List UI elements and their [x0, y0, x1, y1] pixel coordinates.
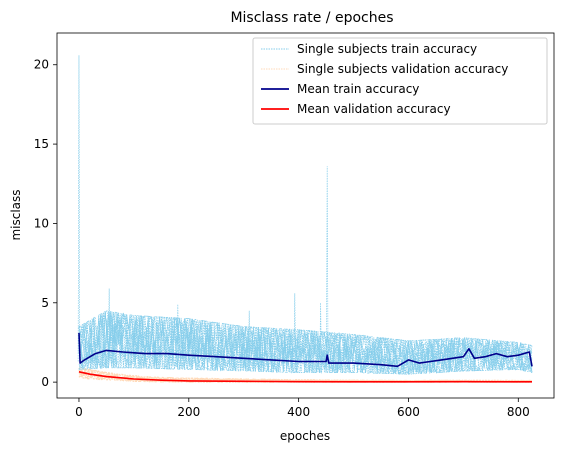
x-tick-label: 600: [397, 405, 420, 419]
train-subject-spike: [319, 302, 322, 365]
legend-label: Mean train accuracy: [297, 82, 419, 96]
x-axis: 0 200 400 600 800: [75, 398, 530, 419]
x-axis-label: epoches: [280, 429, 330, 443]
y-tick-label: 20: [34, 58, 49, 72]
mean-validation-accuracy-line: [78, 371, 532, 383]
y-tick-label: 10: [34, 216, 49, 230]
legend: Single subjects train accuracy Single sub…: [252, 37, 548, 125]
y-tick-label: 15: [34, 137, 49, 151]
legend-label: Single subjects validation accuracy: [297, 62, 508, 76]
mean-train-accuracy-line: [78, 332, 533, 368]
train-subject-spike: [107, 288, 111, 360]
x-tick-label: 800: [507, 405, 530, 419]
chart-title: Misclass rate / epoches: [230, 10, 393, 26]
legend-label: Mean validation accuracy: [297, 102, 451, 116]
train-subject-line: [78, 310, 533, 361]
x-tick-label: 200: [177, 405, 200, 419]
plot-area: [77, 55, 533, 383]
x-tick-label: 400: [287, 405, 310, 419]
x-tick-label: 0: [75, 405, 83, 419]
legend-label: Single subjects train accuracy: [297, 42, 477, 56]
train-subject-spike: [248, 310, 251, 364]
validation-subject-line: [78, 367, 533, 382]
y-tick-label: 0: [41, 375, 49, 389]
train-subject-spike: [326, 166, 329, 365]
train-subject-spike: [77, 55, 81, 362]
y-tick-label: 5: [41, 296, 49, 310]
train-subject-line: [78, 315, 533, 375]
train-subject-line: [78, 311, 533, 369]
axes-frame: [56, 32, 555, 399]
y-axis: 0 5 10 15 20: [34, 58, 57, 389]
legend-box: [252, 37, 548, 125]
train-subject-spike: [176, 304, 179, 362]
train-subject-spike: [293, 293, 296, 365]
y-axis-label: misclass: [9, 189, 23, 240]
